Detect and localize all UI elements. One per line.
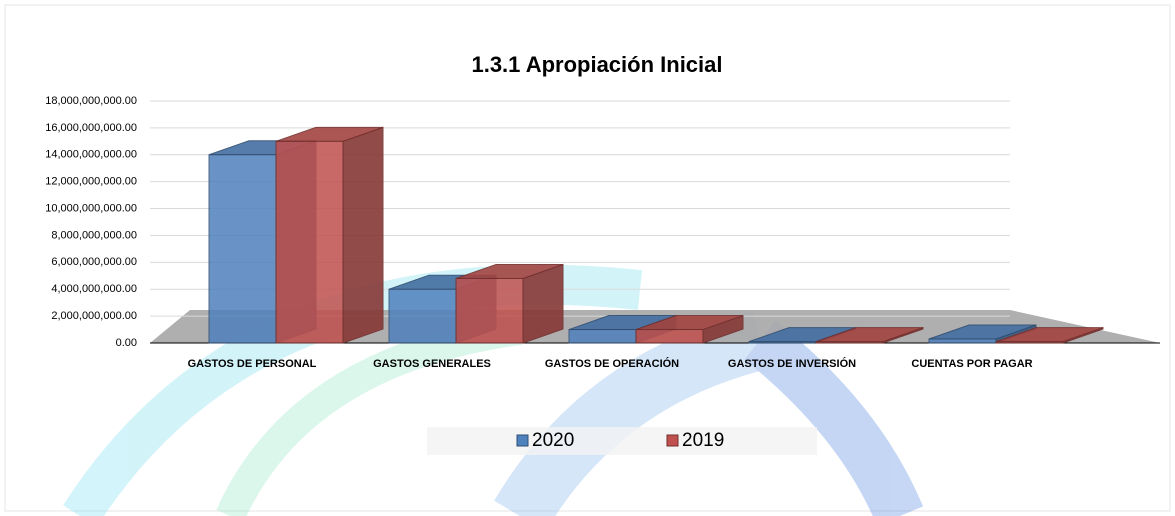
x-tick-label: CUENTAS POR PAGAR — [911, 358, 1032, 370]
x-tick-label: GASTOS DE PERSONAL — [188, 358, 317, 370]
watermark-arc — [744, 320, 924, 516]
bar — [208, 154, 277, 344]
x-tick-label: GASTOS GENERALES — [373, 358, 491, 370]
y-tick-label: 14,000,000,000.00 — [45, 149, 137, 161]
legend-swatch — [516, 434, 529, 447]
legend-box — [427, 427, 817, 455]
bar-side — [342, 126, 384, 344]
x-tick-label: GASTOS DE OPERACIÓN — [545, 357, 679, 370]
y-tick-label: 16,000,000,000.00 — [45, 122, 137, 134]
y-tick-label: 4,000,000,000.00 — [51, 283, 137, 295]
y-tick-label: 18,000,000,000.00 — [45, 95, 137, 107]
legend-label: 2019 — [682, 430, 724, 451]
bar — [568, 329, 637, 344]
y-tick-label: 8,000,000,000.00 — [51, 229, 137, 241]
bar — [275, 140, 344, 344]
y-tick-label: 0.00 — [116, 337, 137, 349]
chart-title: 1.3.1 Apropiación Inicial — [471, 52, 722, 77]
watermark-arc — [494, 310, 768, 516]
y-tick-label: 2,000,000,000.00 — [51, 310, 137, 322]
bar — [388, 288, 457, 344]
legend-label: 2020 — [532, 430, 574, 451]
bar — [748, 341, 817, 344]
bar — [995, 341, 1064, 344]
bar — [455, 277, 524, 344]
legend-swatch — [666, 434, 679, 447]
bar — [815, 341, 884, 344]
chart-frame — [4, 4, 1171, 512]
bar — [928, 338, 997, 344]
x-tick-label: GASTOS DE INVERSIÓN — [728, 357, 856, 370]
bar — [635, 329, 704, 344]
y-tick-label: 12,000,000,000.00 — [45, 176, 137, 188]
y-tick-label: 10,000,000,000.00 — [45, 202, 137, 214]
y-tick-label: 6,000,000,000.00 — [51, 256, 137, 268]
